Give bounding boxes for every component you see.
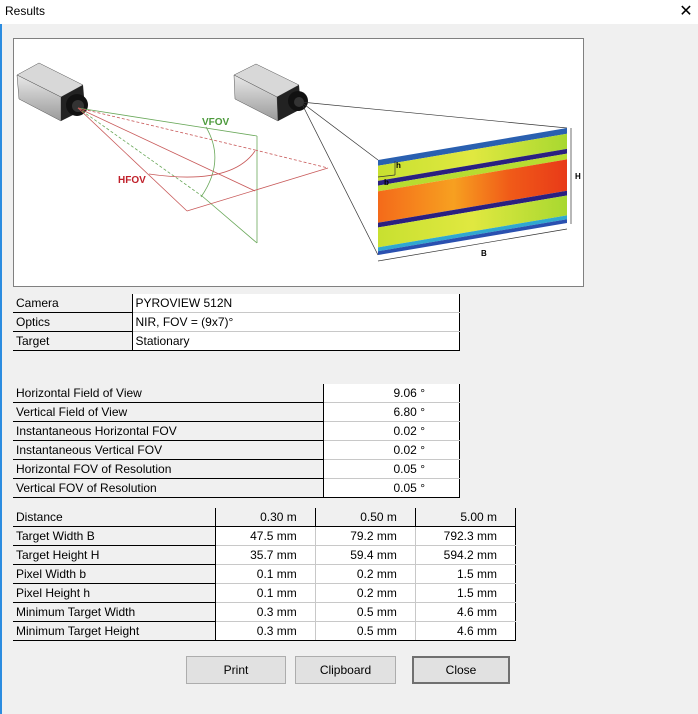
distance-column-header: 0.30 m bbox=[215, 508, 316, 527]
thermal-image bbox=[378, 128, 567, 255]
distance-column-header: 5.00 m bbox=[415, 508, 517, 527]
camera-2-icon bbox=[233, 63, 308, 122]
fov-row: Horizontal Field of View 9.06 ° bbox=[13, 384, 460, 403]
row-label: Vertical Field of View bbox=[13, 402, 324, 422]
fov-diagram: VFOV HFOV H B h b bbox=[16, 62, 581, 262]
camera-1-icon bbox=[16, 62, 88, 122]
row-value: 47.5 mm bbox=[215, 526, 316, 546]
row-label: Horizontal FOV of Resolution bbox=[13, 459, 324, 479]
distance-row: Target Width B 47.5 mm 79.2 mm 792.3 mm bbox=[13, 526, 517, 546]
row-label: Target bbox=[13, 331, 133, 351]
row-value: 0.02 ° bbox=[323, 421, 460, 441]
row-value: 0.2 mm bbox=[315, 583, 416, 603]
row-label: Target Width B bbox=[13, 526, 216, 546]
info-row: Camera PYROVIEW 512N bbox=[13, 294, 460, 313]
row-value: 35.7 mm bbox=[215, 545, 316, 565]
dimension-lines bbox=[377, 128, 572, 262]
header-label: Distance bbox=[13, 508, 216, 527]
row-label: Minimum Target Width bbox=[13, 602, 216, 622]
row-value: 79.2 mm bbox=[315, 526, 416, 546]
row-value: 0.5 mm bbox=[315, 621, 416, 641]
distance-row: Target Height H 35.7 mm 59.4 mm 594.2 mm bbox=[13, 545, 517, 565]
distance-row: Pixel Height h 0.1 mm 0.2 mm 1.5 mm bbox=[13, 583, 517, 603]
row-label: Target Height H bbox=[13, 545, 216, 565]
fov-row: Vertical Field of View 6.80 ° bbox=[13, 402, 460, 422]
row-label: Instantaneous Vertical FOV bbox=[13, 440, 324, 460]
row-label: Vertical FOV of Resolution bbox=[13, 478, 324, 498]
row-value: 1.5 mm bbox=[415, 583, 517, 603]
row-value: 0.05 ° bbox=[323, 478, 460, 498]
fov-row: Instantaneous Horizontal FOV 0.02 ° bbox=[13, 421, 460, 441]
fov-row: Instantaneous Vertical FOV 0.02 ° bbox=[13, 440, 460, 460]
distance-row: Minimum Target Width 0.3 mm 0.5 mm 4.6 mm bbox=[13, 602, 517, 622]
close-button[interactable]: Close bbox=[412, 656, 510, 684]
fov-illustration: VFOV HFOV H B h b bbox=[13, 38, 584, 287]
window-border bbox=[0, 24, 2, 714]
row-value: 0.5 mm bbox=[315, 602, 416, 622]
row-value: 1.5 mm bbox=[415, 564, 517, 584]
row-value: 4.6 mm bbox=[415, 602, 517, 622]
hfov-lines bbox=[77, 107, 329, 212]
row-value: 792.3 mm bbox=[415, 526, 517, 546]
label-B: B bbox=[481, 249, 487, 258]
label-h: h bbox=[396, 161, 401, 170]
info-row: Optics NIR, FOV = (9x7)° bbox=[13, 312, 460, 332]
distance-header-row: Distance 0.30 m 0.50 m 5.00 m bbox=[13, 508, 517, 527]
distance-table: Distance 0.30 m 0.50 m 5.00 m Target Width B… bbox=[13, 508, 517, 641]
fov-row: Vertical FOV of Resolution 0.05 ° bbox=[13, 478, 460, 498]
row-value: 0.02 ° bbox=[323, 440, 460, 460]
clipboard-button[interactable]: Clipboard bbox=[295, 656, 396, 684]
vfov-label: VFOV bbox=[202, 117, 230, 128]
vfov-lines bbox=[77, 107, 258, 244]
label-b: b bbox=[384, 178, 389, 187]
row-value: 0.1 mm bbox=[215, 583, 316, 603]
row-value: 59.4 mm bbox=[315, 545, 416, 565]
row-value: 0.1 mm bbox=[215, 564, 316, 584]
distance-row: Minimum Target Height 0.3 mm 0.5 mm 4.6 mm bbox=[13, 621, 517, 641]
row-value: 0.3 mm bbox=[215, 621, 316, 641]
fov-table: Horizontal Field of View 9.06 ° Vertical F… bbox=[13, 384, 460, 498]
row-value: 0.2 mm bbox=[315, 564, 416, 584]
row-value: PYROVIEW 512N bbox=[132, 294, 460, 313]
row-value: NIR, FOV = (9x7)° bbox=[132, 312, 460, 332]
projection-lines bbox=[300, 101, 568, 256]
row-label: Instantaneous Horizontal FOV bbox=[13, 421, 324, 441]
print-button[interactable]: Print bbox=[186, 656, 286, 684]
row-value: 0.05 ° bbox=[323, 459, 460, 479]
row-label: Pixel Height h bbox=[13, 583, 216, 603]
row-label: Pixel Width b bbox=[13, 564, 216, 584]
row-label: Minimum Target Height bbox=[13, 621, 216, 641]
row-value: Stationary bbox=[132, 331, 460, 351]
row-value: 9.06 ° bbox=[323, 384, 460, 403]
camera-info-table: Camera PYROVIEW 512N Optics NIR, FOV = (9x7… bbox=[13, 294, 460, 351]
window-title: Results bbox=[5, 4, 46, 18]
row-value: 594.2 mm bbox=[415, 545, 517, 565]
row-label: Camera bbox=[13, 294, 133, 313]
label-H: H bbox=[575, 172, 581, 181]
close-icon[interactable]: ✕ bbox=[679, 3, 693, 20]
row-value: 0.3 mm bbox=[215, 602, 316, 622]
fov-row: Horizontal FOV of Resolution 0.05 ° bbox=[13, 459, 460, 479]
distance-row: Pixel Width b 0.1 mm 0.2 mm 1.5 mm bbox=[13, 564, 517, 584]
row-value: 4.6 mm bbox=[415, 621, 517, 641]
info-row: Target Stationary bbox=[13, 331, 460, 351]
hfov-label: HFOV bbox=[118, 175, 146, 186]
row-value: 6.80 ° bbox=[323, 402, 460, 422]
distance-column-header: 0.50 m bbox=[315, 508, 416, 527]
row-label: Horizontal Field of View bbox=[13, 384, 324, 403]
title-bar: Results ✕ bbox=[0, 0, 698, 24]
row-label: Optics bbox=[13, 312, 133, 332]
